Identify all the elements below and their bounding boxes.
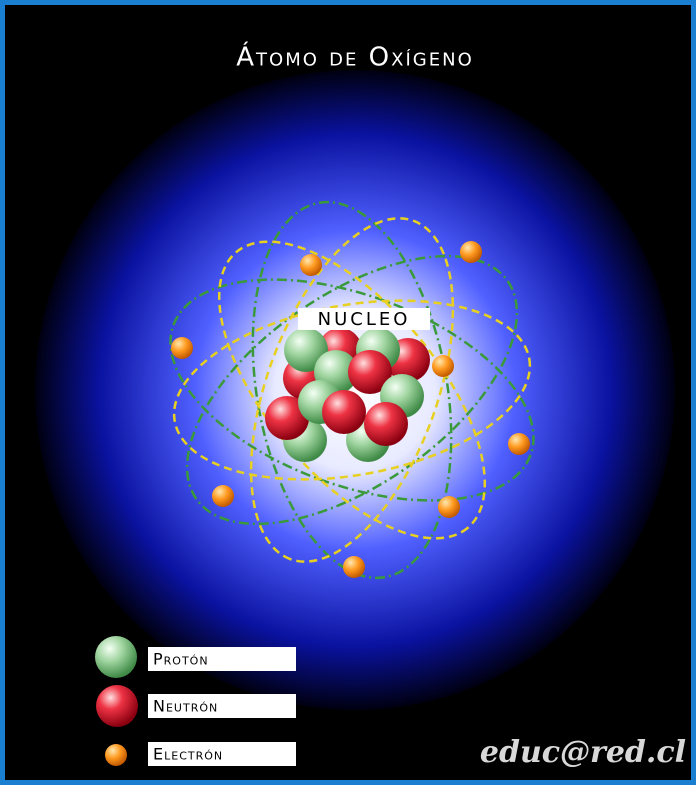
legend-label: Protón — [153, 650, 209, 669]
credit: educ@red.cl — [480, 735, 686, 770]
electrons — [171, 241, 530, 578]
nucleus-label: NUCLEO — [318, 309, 411, 330]
legend: Protón Neutrón Electrón — [95, 636, 296, 766]
glow — [35, 70, 675, 710]
nucleus — [265, 328, 430, 462]
nucleus-label-box — [298, 308, 430, 330]
legend-label: Neutrón — [153, 697, 218, 716]
title: Átomo de Oxígeno — [236, 41, 473, 73]
legend-label: Electrón — [153, 745, 223, 764]
